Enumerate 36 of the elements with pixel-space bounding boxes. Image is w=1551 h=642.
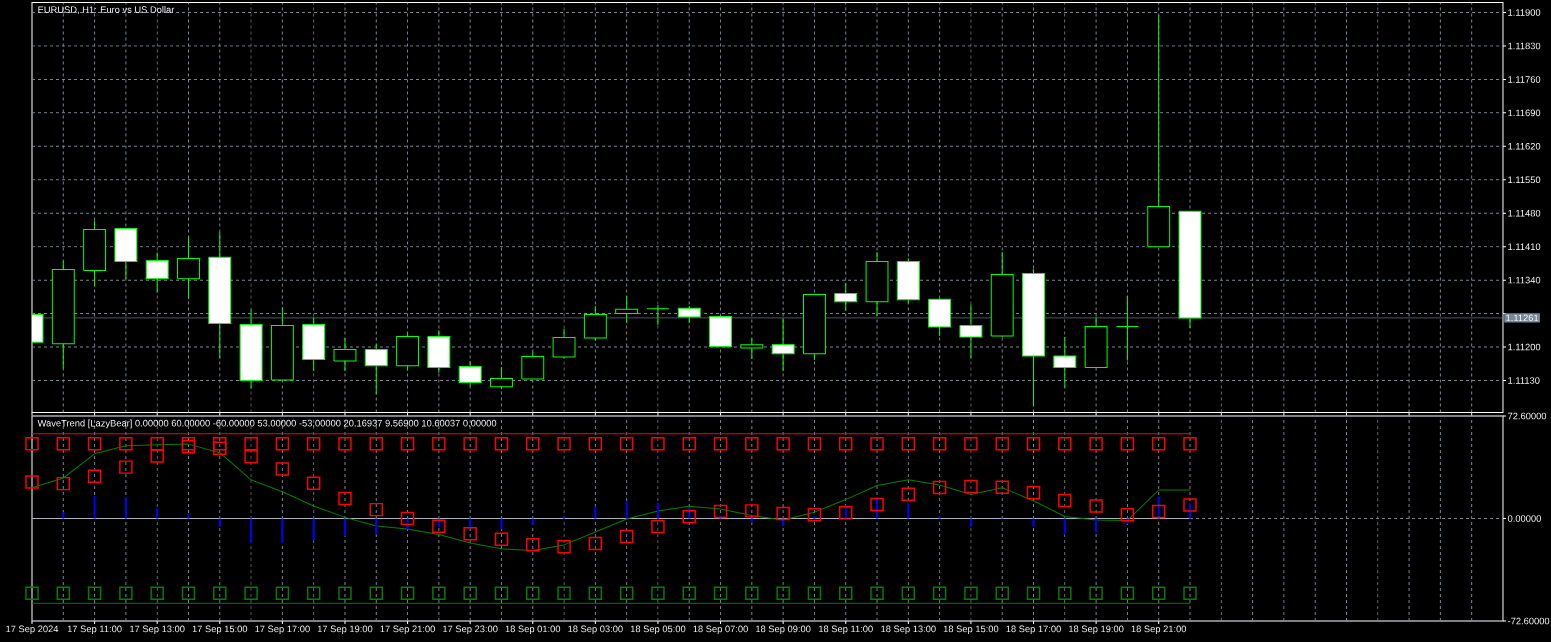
y-tick-label: 1.11130 — [1508, 377, 1540, 384]
x-tick-label: 18 Sep 03:00 — [568, 625, 623, 635]
x-tick-label: 18 Sep 07:00 — [693, 625, 748, 635]
x-tick-label: 17 Sep 17:00 — [255, 625, 310, 635]
x-tick-label: 18 Sep 15:00 — [943, 625, 999, 635]
y-tick-label: -72.60000 — [1507, 617, 1550, 625]
y-tick-label: 1.11340 — [1508, 276, 1541, 284]
y-tick-label: 1.11760 — [1508, 76, 1541, 83]
x-tick-label: 18 Sep 21:00 — [1131, 625, 1187, 635]
ref-line-label: 1.11261 — [1506, 314, 1539, 322]
y-tick-label: 1.11410 — [1508, 243, 1541, 250]
y-tick-label: 1.11900 — [1508, 9, 1541, 16]
x-tick-label: 18 Sep 19:00 — [1069, 625, 1124, 635]
y-tick-label: 1.11830 — [1508, 42, 1541, 50]
x-tick-label: 18 Sep 13:00 — [881, 625, 936, 635]
x-tick-label: 18 Sep 09:00 — [756, 625, 811, 635]
x-tick-label: 17 Sep 2024 — [6, 625, 59, 635]
y-tick-label: 1.11550 — [1508, 176, 1541, 184]
y-tick-label: 1.11200 — [1508, 343, 1541, 351]
x-tick-label: 17 Sep 23:00 — [443, 625, 498, 635]
x-tick-label: 18 Sep 05:00 — [630, 625, 686, 635]
chart-title: WaveTrend [LazyBear] 0.00000 60.00000 -60.00000 53.00000 -53.00000 20.16937 9.56900 10.60037 0.00000 — [37, 419, 497, 429]
x-tick-label: 18 Sep 01:00 — [505, 625, 561, 635]
x-tick-label: 17 Sep 13:00 — [130, 625, 185, 635]
x-tick-label: 17 Sep 15:00 — [192, 625, 248, 635]
chart-title: EURUSD, H1: Euro vs US Dollar — [38, 6, 175, 15]
y-tick-label: 1.11690 — [1508, 109, 1541, 117]
x-tick-label: 17 Sep 19:00 — [317, 625, 373, 635]
y-tick-label: 1.11620 — [1508, 143, 1541, 150]
y-tick-label: 72.60000 — [1508, 412, 1547, 420]
x-tick-label: 17 Sep 21:00 — [380, 625, 435, 635]
y-tick-label: 0.00000 — [1507, 515, 1541, 522]
x-tick-label: 18 Sep 17:00 — [1006, 625, 1061, 635]
y-tick-label: 1.11480 — [1508, 209, 1541, 217]
x-tick-label: 18 Sep 11:00 — [819, 625, 873, 635]
x-tick-label: 17 Sep 11:00 — [67, 625, 122, 635]
